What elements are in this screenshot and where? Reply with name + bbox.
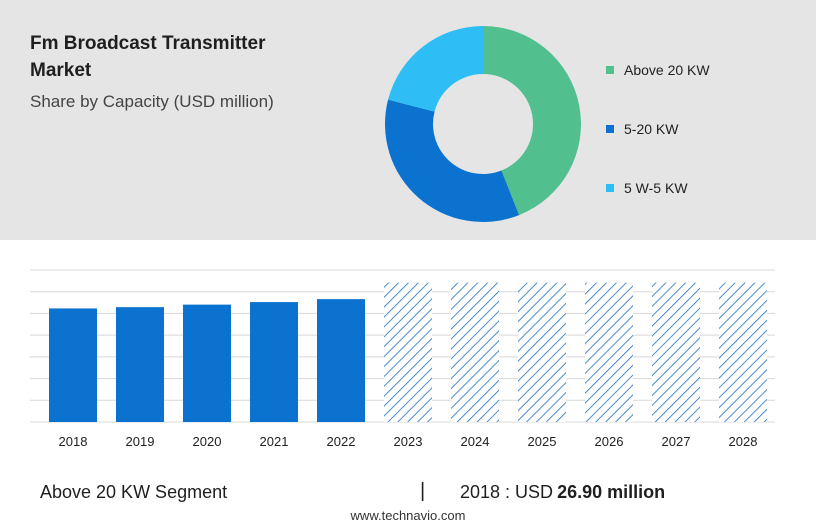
legend-label: 5 W-5 KW bbox=[624, 180, 688, 196]
footer-value: 2018 : USD 26.90 million bbox=[460, 482, 665, 503]
bar-2027 bbox=[652, 282, 700, 422]
legend-swatch bbox=[606, 66, 614, 74]
bar-2022 bbox=[317, 299, 365, 422]
donut-chart bbox=[385, 26, 582, 223]
x-tick-label-2023: 2023 bbox=[394, 434, 423, 449]
x-tick-label-2018: 2018 bbox=[59, 434, 88, 449]
donut-slice-3 bbox=[388, 26, 483, 112]
footer-year-prefix: 2018 : USD bbox=[460, 482, 554, 502]
legend-item-1: Above 20 KW bbox=[606, 58, 710, 82]
bar-2024 bbox=[451, 282, 499, 422]
footer-separator: | bbox=[420, 480, 426, 502]
bar-2018 bbox=[49, 308, 97, 422]
bar-2020 bbox=[183, 304, 231, 422]
watermark: www.technavio.com bbox=[350, 508, 466, 523]
donut-slice-1 bbox=[483, 26, 582, 216]
x-tick-label-2028: 2028 bbox=[729, 434, 758, 449]
donut-legend: Above 20 KW 5-20 KW 5 W-5 KW bbox=[606, 58, 710, 235]
bar-2023 bbox=[384, 282, 432, 422]
bar-2019 bbox=[116, 307, 164, 422]
x-tick-label-2024: 2024 bbox=[461, 434, 490, 449]
x-tick-label-2027: 2027 bbox=[662, 434, 691, 449]
legend-swatch bbox=[606, 125, 614, 133]
bar-2021 bbox=[250, 302, 298, 422]
legend-label: 5-20 KW bbox=[624, 121, 679, 137]
bar-chart: 2018 2019 2020 2021 2022 2023 2024 2025 2026 2027… bbox=[30, 269, 775, 449]
x-tick-label-2026: 2026 bbox=[595, 434, 624, 449]
footer-segment-label: Above 20 KW Segment bbox=[40, 482, 228, 502]
donut-slice-2 bbox=[385, 99, 520, 223]
legend-swatch bbox=[606, 184, 614, 192]
bar-2028 bbox=[719, 282, 767, 422]
x-tick-label-2019: 2019 bbox=[126, 434, 155, 449]
legend-item-2: 5-20 KW bbox=[606, 117, 710, 141]
x-tick-label-2020: 2020 bbox=[193, 434, 222, 449]
x-tick-label-2025: 2025 bbox=[528, 434, 557, 449]
legend-label: Above 20 KW bbox=[624, 62, 710, 78]
bar-2025 bbox=[518, 282, 566, 422]
chart-subtitle: Share by Capacity (USD million) bbox=[30, 92, 274, 111]
bar-2026 bbox=[585, 282, 633, 422]
x-tick-label-2021: 2021 bbox=[260, 434, 289, 449]
chart-title: Fm Broadcast Transmitter Market bbox=[30, 33, 266, 81]
legend-item-3: 5 W-5 KW bbox=[606, 176, 710, 200]
x-tick-label-2022: 2022 bbox=[327, 434, 356, 449]
footer-value-amount: 26.90 million bbox=[557, 482, 666, 502]
